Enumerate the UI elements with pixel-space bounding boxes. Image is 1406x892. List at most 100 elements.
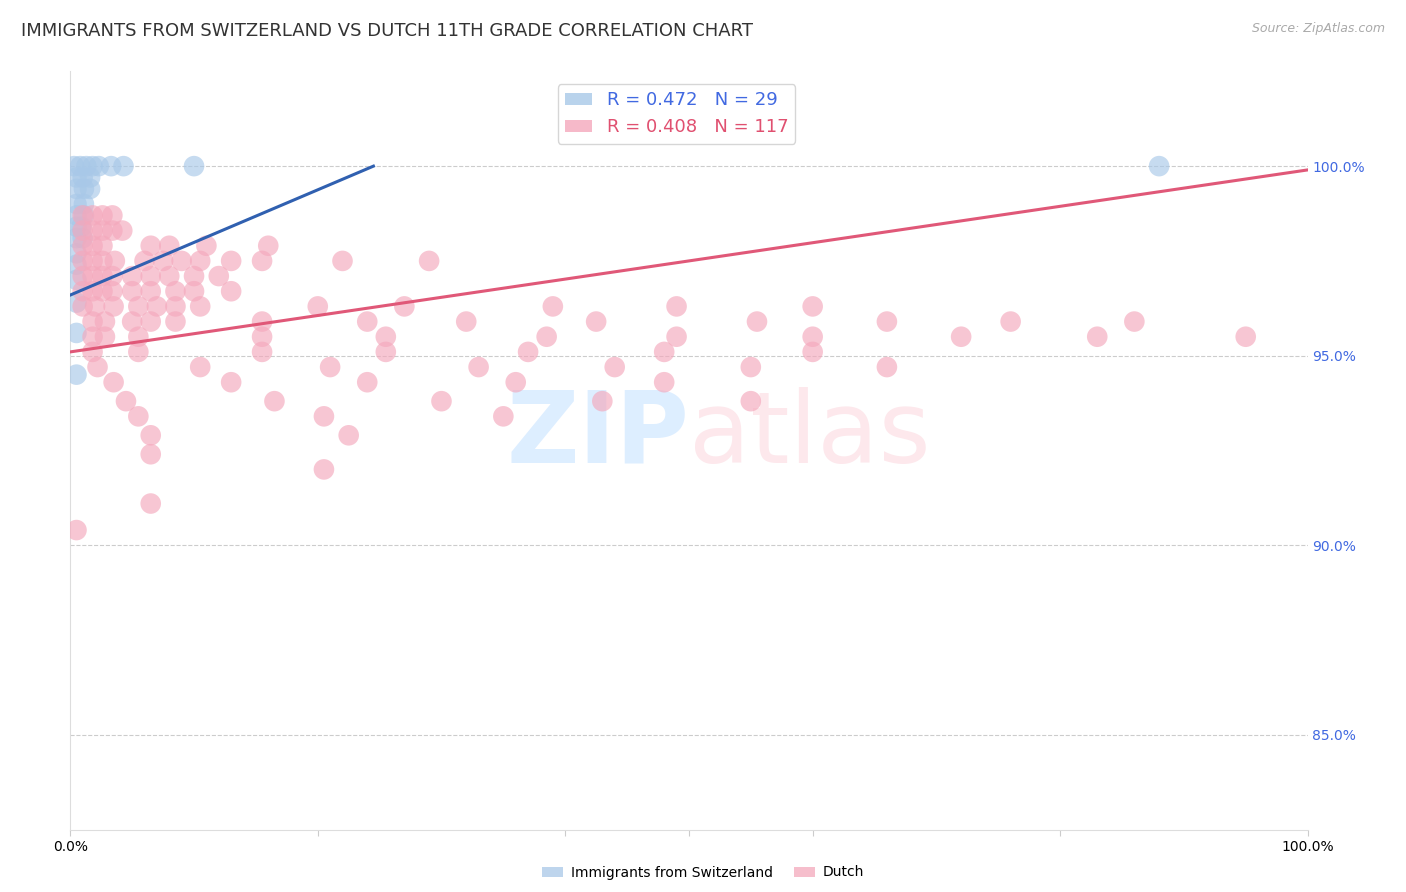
Point [950, 330, 973, 344]
Point [101, 284, 124, 298]
Point [72, 253, 94, 268]
Point [103, 300, 125, 314]
Point [157, 269, 180, 284]
Point [456, 314, 478, 328]
Point [536, 330, 558, 344]
Point [82, 330, 104, 344]
Point [250, 344, 273, 359]
Point [73, 182, 96, 196]
Point [430, 394, 453, 409]
Point [876, 359, 898, 375]
Point [1234, 330, 1257, 344]
Point [72, 208, 94, 222]
Point [208, 269, 231, 284]
Point [82, 269, 104, 284]
Point [250, 330, 273, 344]
Point [517, 344, 540, 359]
Point [82, 344, 104, 359]
Point [603, 359, 626, 375]
Point [585, 314, 607, 328]
Point [72, 300, 94, 314]
Point [86, 359, 108, 375]
Point [72, 231, 94, 245]
Point [165, 300, 187, 314]
Point [170, 253, 193, 268]
Point [72, 238, 94, 252]
Point [652, 344, 675, 359]
Point [101, 269, 124, 284]
Point [1000, 314, 1022, 328]
Point [65, 197, 87, 211]
Point [72, 170, 94, 185]
Point [72, 269, 94, 284]
Point [100, 159, 122, 173]
Point [165, 314, 187, 328]
Point [63, 159, 86, 173]
Point [65, 208, 87, 222]
Point [65, 246, 87, 260]
Point [72, 284, 94, 298]
Point [65, 182, 87, 196]
Point [219, 284, 242, 298]
Point [103, 376, 125, 390]
Point [745, 314, 768, 328]
Point [91, 253, 114, 268]
Point [801, 344, 824, 359]
Point [152, 253, 174, 268]
Point [127, 344, 149, 359]
Point [84, 300, 107, 314]
Point [82, 253, 104, 268]
Point [65, 326, 87, 340]
Point [492, 409, 515, 424]
Point [139, 428, 162, 442]
Point [101, 208, 124, 222]
Point [591, 394, 613, 409]
Point [374, 344, 396, 359]
Point [195, 238, 218, 252]
Point [356, 376, 378, 390]
Point [418, 253, 440, 268]
Point [65, 170, 87, 185]
Point [121, 269, 143, 284]
Point [65, 273, 87, 287]
Point [139, 447, 162, 461]
Point [188, 359, 211, 375]
Point [91, 238, 114, 252]
Point [394, 300, 416, 314]
Point [319, 359, 342, 375]
Point [332, 253, 354, 268]
Point [157, 238, 180, 252]
Point [65, 295, 87, 310]
Point [139, 269, 162, 284]
Point [72, 223, 94, 237]
Text: Source: ZipAtlas.com: Source: ZipAtlas.com [1251, 22, 1385, 36]
Point [94, 314, 117, 328]
Point [183, 284, 205, 298]
Point [65, 258, 87, 272]
Point [652, 376, 675, 390]
Point [337, 428, 360, 442]
Point [1085, 330, 1108, 344]
Point [139, 496, 162, 510]
Point [75, 159, 97, 173]
Point [250, 253, 273, 268]
Point [219, 253, 242, 268]
Point [188, 253, 211, 268]
Point [73, 208, 96, 222]
Text: IMMIGRANTS FROM SWITZERLAND VS DUTCH 11TH GRADE CORRELATION CHART: IMMIGRANTS FROM SWITZERLAND VS DUTCH 11T… [21, 22, 754, 40]
Point [374, 330, 396, 344]
Point [219, 376, 242, 390]
Point [134, 253, 156, 268]
Point [505, 376, 527, 390]
Point [112, 159, 135, 173]
Point [121, 314, 143, 328]
Point [82, 314, 104, 328]
Point [307, 300, 329, 314]
Point [1123, 314, 1146, 328]
Point [139, 314, 162, 328]
Legend: Immigrants from Switzerland, Dutch: Immigrants from Switzerland, Dutch [536, 860, 870, 885]
Text: atlas: atlas [689, 387, 931, 483]
Point [356, 314, 378, 328]
Point [312, 409, 335, 424]
Point [91, 208, 114, 222]
